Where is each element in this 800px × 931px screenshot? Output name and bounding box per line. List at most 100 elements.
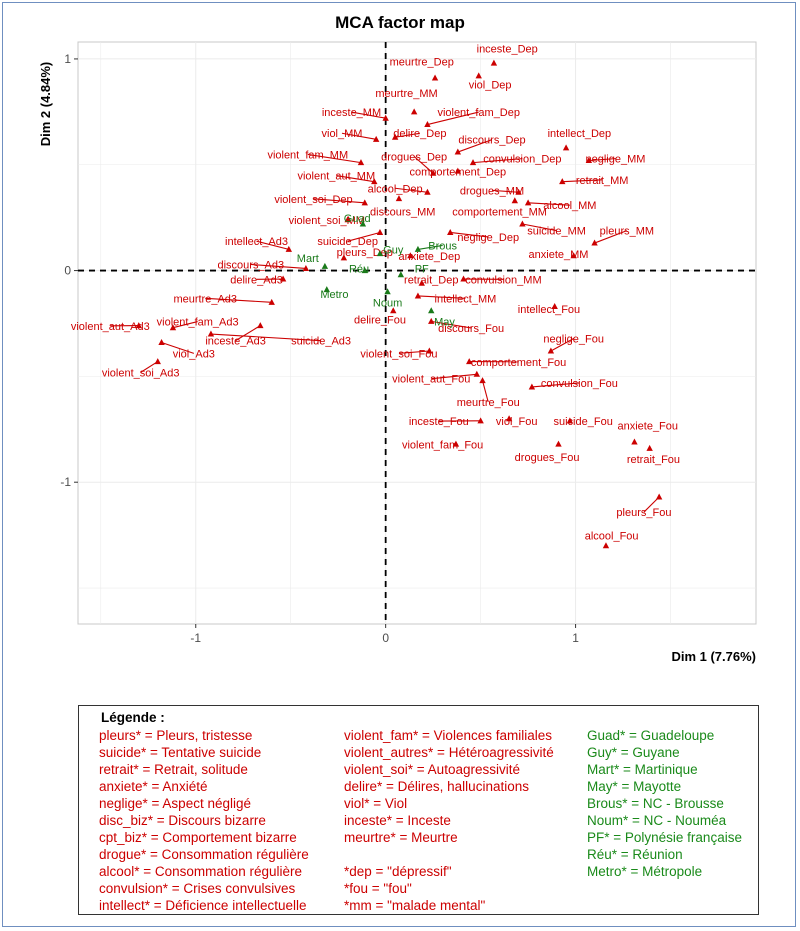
point-marker	[585, 157, 593, 164]
leader-line	[336, 175, 375, 183]
point-label: violent_fam_Ad3	[157, 317, 239, 329]
legend-box: Légende : pleurs* = Pleurs, tristesse su…	[78, 705, 759, 915]
legend-item: *fou = "fou"	[344, 881, 412, 896]
point-marker	[371, 178, 378, 185]
point-marker	[285, 245, 293, 252]
leader-line	[457, 139, 493, 153]
point-marker	[431, 74, 439, 81]
point-label: intellect_Ad3	[225, 236, 288, 248]
point-label: Metro	[320, 289, 348, 301]
legend-item: retrait* = Retrait, solitude	[99, 762, 248, 777]
leader-line	[205, 297, 272, 303]
legend-item: Metro* = Métropole	[587, 864, 703, 879]
legend-column-2: violent_fam* = Violences familiales viol…	[344, 727, 554, 914]
point-label: suicide_Dep	[317, 236, 378, 248]
point-marker	[447, 228, 454, 235]
point-marker	[323, 286, 330, 293]
point-label: suicide_Fou	[554, 416, 613, 428]
legend-item: violent_fam* = Violences familiales	[344, 728, 552, 743]
point-label: pleurs_Fou	[616, 507, 671, 519]
point-label: Noum	[373, 298, 402, 310]
plot-panel	[77, 41, 757, 625]
leader-line	[643, 496, 660, 513]
legend-item: neglige* = Aspect négligé	[99, 796, 251, 811]
point-label: violent_fam_Dep	[437, 107, 520, 119]
legend-item: violent_autres* = Hétéroagressivité	[344, 745, 554, 760]
point-label: retrait_Fou	[627, 454, 680, 466]
point-marker	[424, 121, 431, 128]
point-marker	[158, 339, 165, 346]
leader-line	[528, 202, 570, 206]
point-marker	[397, 271, 405, 278]
legend-item: May* = Mayotte	[587, 779, 682, 794]
point-label: viol_MM	[322, 128, 363, 140]
point-label: neglige_Fou	[543, 334, 604, 346]
point-marker	[477, 417, 484, 424]
leader-line	[417, 295, 466, 299]
point-marker	[257, 322, 264, 329]
point-marker	[473, 370, 481, 377]
point-label: alcool_Fou	[585, 530, 639, 542]
point-label: PF	[415, 264, 429, 276]
point-label: suicide_MM	[527, 226, 586, 238]
point-marker	[424, 188, 431, 195]
point-marker	[361, 199, 368, 206]
point-label: anxiete_Fou	[617, 420, 678, 432]
point-marker	[372, 135, 380, 142]
point-label: violent_fam_Fou	[402, 439, 483, 451]
y-tick-label: -1	[60, 475, 71, 489]
point-label: convulsion_MM	[465, 274, 541, 286]
point-label: meurtre_Fou	[457, 397, 520, 409]
leader-line	[417, 244, 443, 250]
point-marker	[135, 322, 142, 329]
legend-item: anxiete* = Anxiété	[99, 779, 208, 794]
legend-item: Réu* = Réunion	[587, 847, 683, 862]
point-label: inceste_Dep	[477, 44, 538, 56]
point-label: neglige_MM	[586, 154, 646, 166]
point-marker	[361, 267, 368, 274]
point-marker	[454, 167, 462, 174]
point-label: May	[434, 317, 455, 329]
point-marker	[395, 195, 403, 202]
point-label: suicide_Ad3	[291, 336, 351, 348]
point-label: Brous	[428, 240, 457, 252]
legend-item: violent_soi* = Autoagressivité	[344, 762, 520, 777]
point-label: drogues_Dep	[381, 152, 447, 164]
legend-column-3: Guad* = Guadeloupe Guy* = Guyane Mart* =…	[587, 727, 742, 880]
legend-item: *mm = "malade mental"	[344, 898, 486, 913]
leader-line	[250, 263, 306, 269]
leader-line	[531, 382, 580, 388]
legend-item: alcool* = Consommation régulière	[99, 864, 302, 879]
leader-line	[341, 132, 377, 140]
point-marker	[528, 383, 536, 390]
point-marker	[631, 438, 638, 445]
x-tick-label: -1	[190, 631, 201, 645]
point-marker	[570, 252, 577, 259]
leader-line	[140, 361, 159, 373]
point-marker	[511, 197, 519, 204]
leader-line	[172, 321, 198, 329]
legend-title: Légende :	[101, 710, 165, 725]
point-label: meurtre_MM	[375, 88, 437, 100]
point-label: violent_aut_MM	[297, 171, 375, 183]
point-marker	[169, 324, 177, 331]
point-label: alcool_Dep	[368, 183, 423, 195]
point-label: discours_Fou	[438, 323, 504, 335]
legend-item: inceste* = Inceste	[344, 813, 451, 828]
leader-line	[431, 373, 477, 380]
point-label: alcool_MM	[543, 200, 596, 212]
point-label: delire_Dep	[393, 128, 446, 140]
point-marker	[559, 178, 566, 185]
y-tick-label: 1	[64, 52, 71, 66]
leader-line	[481, 380, 489, 403]
point-label: viol_Fou	[496, 416, 538, 428]
point-marker	[646, 444, 653, 451]
leader-line	[431, 320, 472, 329]
point-label: intellect_Fou	[518, 304, 580, 316]
chart-title: MCA factor map	[335, 13, 465, 32]
point-marker	[555, 440, 562, 447]
point-marker	[390, 307, 397, 314]
x-axis-label: Dim 1 (7.76%)	[671, 649, 756, 664]
leader-line	[313, 198, 365, 204]
